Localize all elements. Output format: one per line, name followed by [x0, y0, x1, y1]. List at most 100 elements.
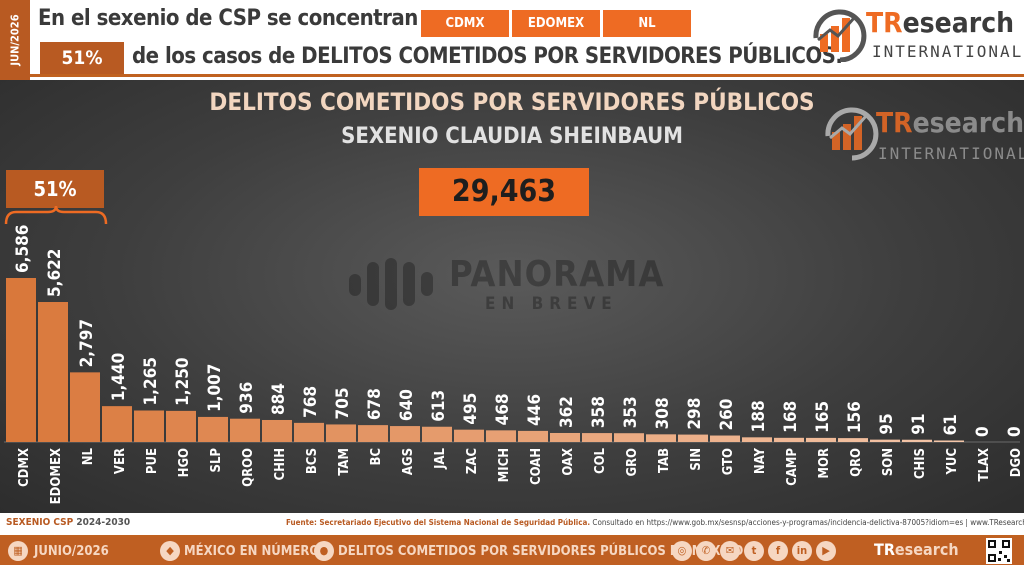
value-label-qro: 156 — [845, 401, 865, 433]
value-label-nay: 188 — [749, 400, 769, 432]
chart-title: DELITOS COMETIDOS POR SERVIDORES PÚBLICO… — [209, 88, 815, 116]
category-label-gto: GTO — [721, 448, 736, 475]
bar-sin — [678, 434, 708, 442]
value-label-ver: 1,440 — [109, 353, 129, 401]
value-label-sin: 298 — [685, 398, 705, 430]
whatsapp-icon[interactable]: ✆ — [696, 541, 716, 561]
footer-date: JUNIO/2026 — [34, 544, 109, 559]
category-label-ags: AGS — [401, 448, 416, 475]
bar-chart: 6,586 CDMX 5,622 EDOMEX 2,797 NL 1,440 VER 1,265… — [4, 225, 1024, 504]
category-label-bc: BC — [369, 448, 384, 466]
category-label-cdmx: CDMX — [17, 448, 32, 487]
panel-logo-international: INTERNATIONAL — [878, 144, 1024, 163]
bar-camp — [774, 437, 804, 442]
category-label-ver: VER — [113, 448, 128, 474]
bar-son — [870, 439, 900, 442]
state-pill-cdmx: CDMX — [421, 10, 509, 37]
value-label-slp: 1,007 — [205, 364, 225, 412]
category-label-tab: TAB — [657, 448, 672, 473]
bar-edomex — [38, 302, 68, 442]
footer-consulted: Consultado en https://www.gob.mx/sesnsp/… — [592, 518, 1024, 527]
bar-slp — [198, 416, 228, 442]
footer-logo-tr: TR — [874, 540, 895, 559]
bar-tam — [326, 424, 356, 442]
footer-source: Fuente: Secretariado Ejecutivo del Siste… — [286, 518, 591, 527]
value-label-mich: 468 — [493, 393, 513, 425]
bar-nl — [70, 372, 100, 442]
footer-bar: ▦ JUNIO/2026 ◆ MÉXICO EN NÚMEROS ● DELIT… — [0, 537, 1024, 565]
category-label-bcs: BCS — [305, 448, 320, 474]
header-rule — [30, 74, 1024, 77]
bar-cdmx — [6, 278, 36, 442]
state-pill-edomex: EDOMEX — [512, 10, 600, 37]
bar-nay — [742, 437, 772, 442]
watermark-subtitle: EN BREVE — [485, 294, 618, 314]
date-tab: JUN/2026 — [0, 0, 30, 80]
value-label-chis: 91 — [909, 413, 929, 434]
tresearch-logo: TResearch INTERNATIONAL — [806, 4, 1021, 68]
youtube-icon[interactable]: ▶ — [816, 541, 836, 561]
footer-logo: TResearch — [874, 540, 959, 559]
bar-col — [582, 433, 612, 442]
value-label-bc: 678 — [365, 388, 385, 420]
bar-ver — [102, 406, 132, 442]
category-label-edomex: EDOMEX — [49, 448, 64, 504]
bar-mich — [486, 430, 516, 442]
watermark-title: PANORAMA — [449, 254, 665, 295]
category-label-zac: ZAC — [465, 448, 480, 474]
value-label-edomex: 5,622 — [45, 249, 65, 297]
category-label-tam: TAM — [337, 448, 352, 476]
category-label-slp: SLP — [209, 448, 224, 473]
total-box: 29,463 — [419, 168, 589, 216]
category-label-mich: MICH — [497, 448, 512, 482]
bar-zac — [454, 429, 484, 442]
value-label-tab: 308 — [653, 397, 673, 429]
category-label-coah: COAH — [529, 448, 544, 485]
footer-logo-esearch: esearch — [894, 540, 959, 559]
value-label-tam: 705 — [333, 388, 353, 420]
value-label-nl: 2,797 — [77, 319, 97, 367]
category-label-mor: MOR — [817, 448, 832, 479]
category-label-col: COL — [593, 447, 608, 474]
value-label-yuc: 61 — [941, 414, 961, 435]
mexico-map-icon: ◆ — [160, 541, 180, 561]
email-icon[interactable]: ✉ — [720, 541, 740, 561]
logo-chart-icon — [813, 9, 867, 63]
footer-section: MÉXICO EN NÚMEROS — [184, 544, 328, 559]
value-label-jal: 613 — [429, 390, 449, 422]
bar-chis — [902, 439, 932, 442]
globe-icon[interactable]: ◎ — [672, 541, 692, 561]
category-label-hgo: HGO — [177, 448, 192, 477]
highlight-bracket — [4, 206, 108, 225]
qr-code-icon[interactable] — [986, 538, 1012, 564]
facebook-icon[interactable]: f — [768, 541, 788, 561]
bar-mor — [806, 437, 836, 442]
logo-international: INTERNATIONAL — [872, 42, 1024, 61]
value-label-tlax: 0 — [973, 426, 993, 437]
value-label-coah: 446 — [525, 394, 545, 426]
highlight-pct-tag: 51% — [6, 170, 104, 208]
logo-tr: TR — [866, 6, 903, 39]
chart-subtitle: SEXENIO CLAUDIA SHEINBAUM — [341, 124, 683, 149]
value-label-camp: 168 — [781, 401, 801, 433]
date-tab-label: JUN/2026 — [8, 14, 22, 66]
bar-hgo — [166, 410, 196, 442]
value-label-ags: 640 — [397, 389, 417, 421]
panorama-watermark: PANORAMA EN BREVE — [345, 252, 705, 322]
twitter-icon[interactable]: t — [744, 541, 764, 561]
bar-jal — [422, 426, 452, 442]
bar-bcs — [294, 422, 324, 442]
footer-source-bar: SEXENIO CSP 2024-2030 Fuente: Secretaria… — [0, 513, 1024, 537]
bar-qroo — [230, 418, 260, 442]
watermark-bars-icon — [349, 258, 433, 310]
bar-bc — [358, 425, 388, 442]
bar-coah — [518, 430, 548, 442]
logo-esearch: esearch — [902, 6, 1015, 39]
value-label-gro: 353 — [621, 396, 641, 428]
value-label-son: 95 — [877, 413, 897, 434]
value-label-oax: 362 — [557, 396, 577, 428]
footer-period: 2024-2030 — [76, 517, 131, 528]
linkedin-icon[interactable]: in — [792, 541, 812, 561]
category-label-tlax: TLAX — [977, 448, 992, 482]
bar-tab — [646, 434, 676, 442]
